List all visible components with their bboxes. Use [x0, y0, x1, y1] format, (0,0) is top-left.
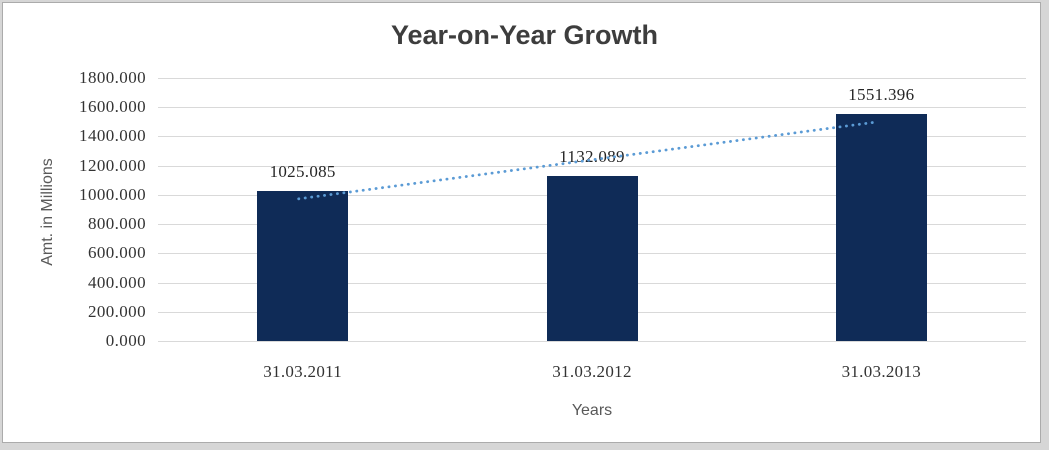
bar-31.03.2011 — [257, 191, 349, 341]
y-tick-label: 1400.000 — [79, 126, 146, 146]
x-tick-label: 31.03.2012 — [552, 362, 632, 381]
y-tick-label: 200.000 — [87, 301, 146, 321]
gridline — [158, 78, 1026, 79]
data-label: 1551.396 — [848, 85, 915, 105]
y-tick-label: 600.000 — [87, 243, 146, 263]
y-tick-label: 400.000 — [87, 272, 146, 292]
y-axis-title: Amt. in Millions — [39, 158, 56, 266]
data-label: 1132.089 — [559, 146, 625, 166]
chart-title: Year-on-Year Growth — [390, 20, 659, 50]
y-tick-label: 1800.000 — [79, 68, 146, 87]
x-tick-label: 31.03.2011 — [263, 362, 343, 381]
gridline — [158, 341, 1026, 342]
gridline — [158, 107, 1026, 109]
data-label: 1025.085 — [269, 162, 336, 182]
y-tick-label: 1000.000 — [79, 184, 146, 204]
y-tick-label: 1600.000 — [79, 97, 146, 117]
x-axis-title: Years — [571, 402, 613, 419]
bar-31.03.2012 — [546, 175, 638, 341]
y-tick-label: 0.000 — [105, 331, 146, 350]
x-tick-label: 31.03.2013 — [841, 362, 922, 381]
y-tick-label: 800.000 — [87, 214, 146, 234]
y-tick-label: 1200.000 — [79, 155, 146, 175]
bar-31.03.2013 — [835, 114, 927, 341]
